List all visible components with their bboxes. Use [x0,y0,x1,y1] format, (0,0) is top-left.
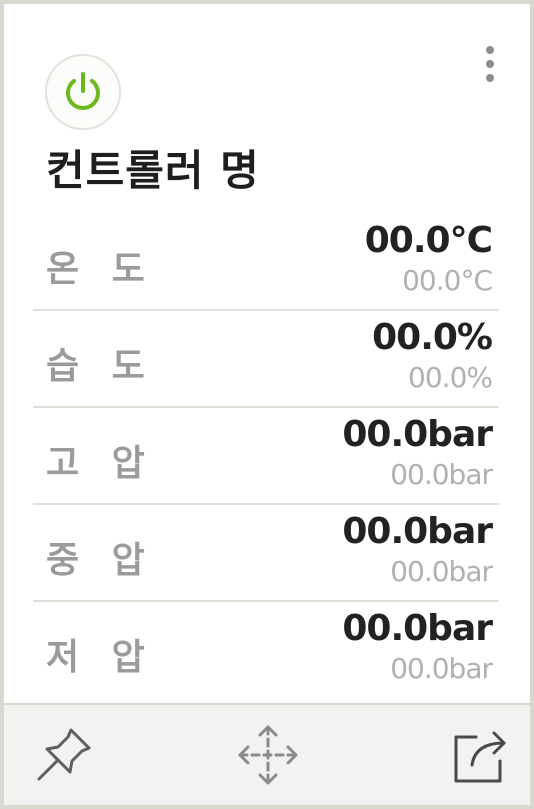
reading-label: 저 압 [46,637,155,678]
reading-value: 00.0% [372,317,493,358]
share-button[interactable] [446,721,514,789]
reading-value: 00.0°C [364,220,493,261]
power-icon [66,72,100,110]
reading-row-temperature: 온 도 00.0°C 00.0°C [33,214,499,311]
reading-sub-value: 00.0bar [390,458,493,491]
move-button[interactable] [234,721,302,789]
more-options-button[interactable] [478,42,502,86]
reading-value: 00.0bar [342,511,493,552]
reading-sub-value: 00.0bar [390,555,493,588]
reading-value: 00.0bar [342,414,493,455]
card-footer-toolbar [4,703,530,805]
reading-row-high-pressure: 고 압 00.0bar 00.0bar [33,408,499,505]
controller-title: 컨트롤러 명 [46,146,260,195]
reading-label: 고 압 [46,443,155,484]
reading-label: 중 압 [46,540,155,581]
reading-value: 00.0bar [342,608,493,649]
reading-label: 습 도 [46,346,155,387]
power-button[interactable] [45,54,121,130]
more-vertical-icon [486,46,494,82]
reading-label: 온 도 [46,249,155,290]
share-icon [454,731,506,783]
reading-sub-value: 00.0% [408,361,493,394]
reading-row-mid-pressure: 중 압 00.0bar 00.0bar [33,505,499,602]
reading-row-humidity: 습 도 00.0% 00.0% [33,311,499,408]
pin-icon [37,728,91,781]
move-icon [238,725,298,785]
pin-button[interactable] [30,721,98,789]
reading-sub-value: 00.0°C [402,264,493,297]
readings-list: 온 도 00.0°C 00.0°C 습 도 00.0% 00.0% 고 압 00… [33,214,499,697]
reading-sub-value: 00.0bar [390,652,493,685]
reading-row-low-pressure: 저 압 00.0bar 00.0bar [33,602,499,697]
